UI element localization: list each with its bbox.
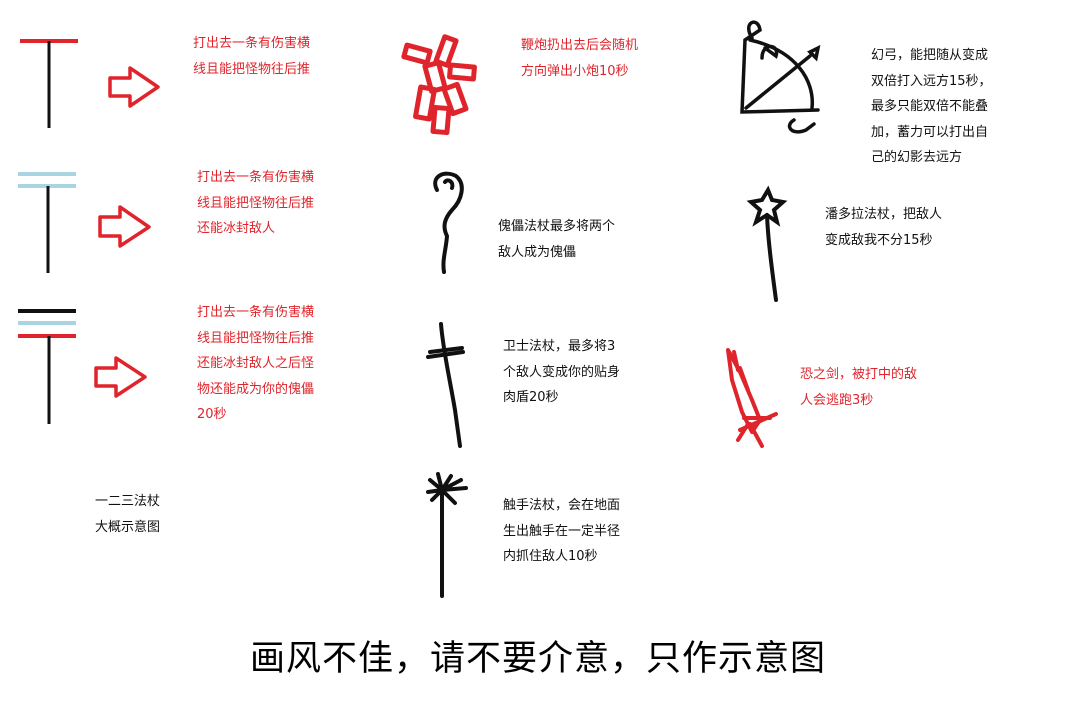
firecracker-icon — [401, 34, 477, 136]
arrow-right-icon — [108, 66, 160, 108]
staff3-description: 打出去一条有伤害横 线且能把怪物往后推 还能冰封敌人之后怪 物还能成为你的傀儡 … — [197, 305, 315, 422]
pandora-staff-icon — [746, 185, 788, 302]
phantom-bow-icon — [740, 20, 821, 134]
t-staff-combo-icon — [18, 309, 76, 424]
guard-staff-description: 卫士法杖，最多将3 个敌人变成你的贴身 肉盾20秒 — [503, 339, 621, 405]
fear-sword-description: 恐之剑，被打中的敌 人会逃跑3秒 — [800, 367, 918, 408]
t-staff-red-icon — [20, 39, 78, 128]
page-caption: 画风不佳，请不要介意，只作示意图 — [250, 639, 827, 679]
fear-sword-icon — [726, 348, 778, 448]
arrow-right-icon — [98, 205, 151, 248]
puppet-staff-description: 傀儡法杖最多将两个 敌人成为傀儡 — [498, 219, 616, 260]
phantom-bow-description: 幻弓，能把随从变成 双倍打入远方15秒， 最多只能双倍不能叠 加，蓄力可以打出自… — [871, 48, 992, 165]
arrow-right-icon — [94, 356, 147, 398]
staff1-description: 打出去一条有伤害横 线且能把怪物往后推 — [193, 36, 311, 77]
t-staff-blue-icon — [18, 172, 76, 273]
tentacle-staff-description: 触手法杖，会在地面 生出触手在一定半径 内抓住敌人10秒 — [503, 498, 621, 564]
tentacle-staff-icon — [426, 472, 468, 598]
guard-staff-icon — [426, 322, 465, 448]
staffs-note: 一二三法杖 大概示意图 — [95, 494, 161, 535]
firecracker-description: 鞭炮扔出去后会随机 方向弹出小炮10秒 — [521, 38, 639, 79]
pandora-staff-description: 潘多拉法杖，把敌人 变成敌我不分15秒 — [825, 207, 943, 248]
puppet-staff-icon — [433, 171, 464, 274]
staff2-description: 打出去一条有伤害横 线且能把怪物往后推 还能冰封敌人 — [197, 170, 315, 236]
